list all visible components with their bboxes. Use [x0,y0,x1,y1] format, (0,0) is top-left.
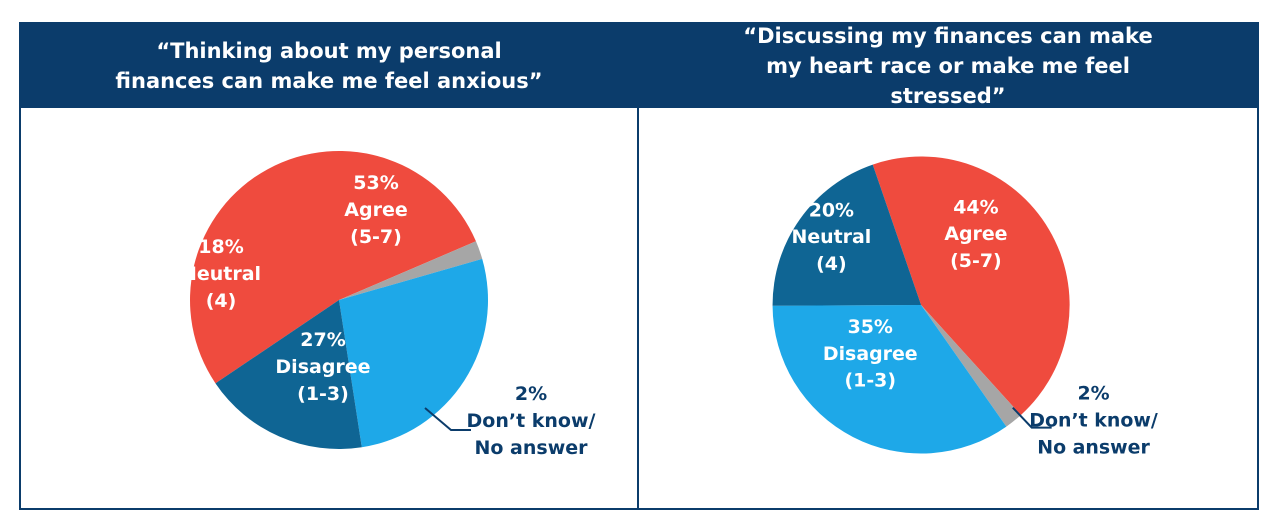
data-label-dontknow-label2: No answer [1037,437,1150,459]
data-label-agree-label2: (5-7) [950,250,1001,272]
pie-slice-dontknow [921,305,1021,427]
data-label-neutral-label1: Neutral [791,226,871,248]
pie-slice-agree [872,156,1070,416]
data-label-disagree-label1: Disagree [275,356,370,378]
data-label-disagree-pct: 35% [848,316,893,338]
data-label-disagree-label2: (1-3) [297,383,349,405]
pie-slice-agree [190,151,476,384]
chart-frame: “Thinking about my personal finances can… [19,22,1259,510]
chart-title: “Discussing my finances can make my hear… [639,24,1257,108]
chart-title-text: “Thinking about my personal finances can… [115,39,543,93]
data-label-dontknow-pct: 2% [515,383,547,405]
data-label-neutral-pct: 20% [809,199,854,221]
data-label-dontknow-label2: No answer [474,437,588,459]
chart-panel-stressed: “Discussing my finances can make my hear… [637,24,1257,508]
data-label-dontknow-pct: 2% [1077,383,1109,405]
data-label-agree-label2: (5-7) [350,226,402,248]
data-label-agree-label1: Agree [944,223,1007,245]
pie-slice-neutral [772,164,922,306]
data-label-dontknow-label1: Don’t know/ [1029,410,1158,432]
data-label-dontknow-label1: Don’t know/ [467,410,596,432]
pie-slice-disagree [339,258,489,448]
data-label-neutral-pct: 18% [198,236,243,258]
leader-line-dontknow [1012,406,1052,429]
chart-panel-anxious: “Thinking about my personal finances can… [21,24,637,508]
data-label-neutral-label1: Neutral [181,263,261,285]
pie-slice-neutral [215,300,362,450]
data-label-agree-pct: 44% [953,196,998,218]
data-label-disagree-label1: Disagree [823,343,918,365]
chart-title: “Thinking about my personal finances can… [21,24,637,108]
pie-chart-anxious: 53% Agree (5-7) 2% Don’t know/No answer 27% Di… [181,151,596,459]
pie-slice-disagree [772,305,1007,454]
pie-chart-stressed: 44% Agree (5-7) 2% Don’t know/No answer 35% Di… [772,156,1158,459]
data-label-disagree-label2: (1-3) [845,370,896,392]
chart-title-text: “Discussing my finances can make my hear… [743,24,1153,108]
data-label-disagree-pct: 27% [300,329,345,351]
leader-line-dontknow [424,407,471,431]
data-label-agree-pct: 53% [353,172,398,194]
data-label-neutral-label2: (4) [206,290,237,312]
data-label-agree-label1: Agree [344,199,407,221]
pie-slice-dontknow [339,241,483,300]
data-label-neutral-label2: (4) [816,253,846,275]
